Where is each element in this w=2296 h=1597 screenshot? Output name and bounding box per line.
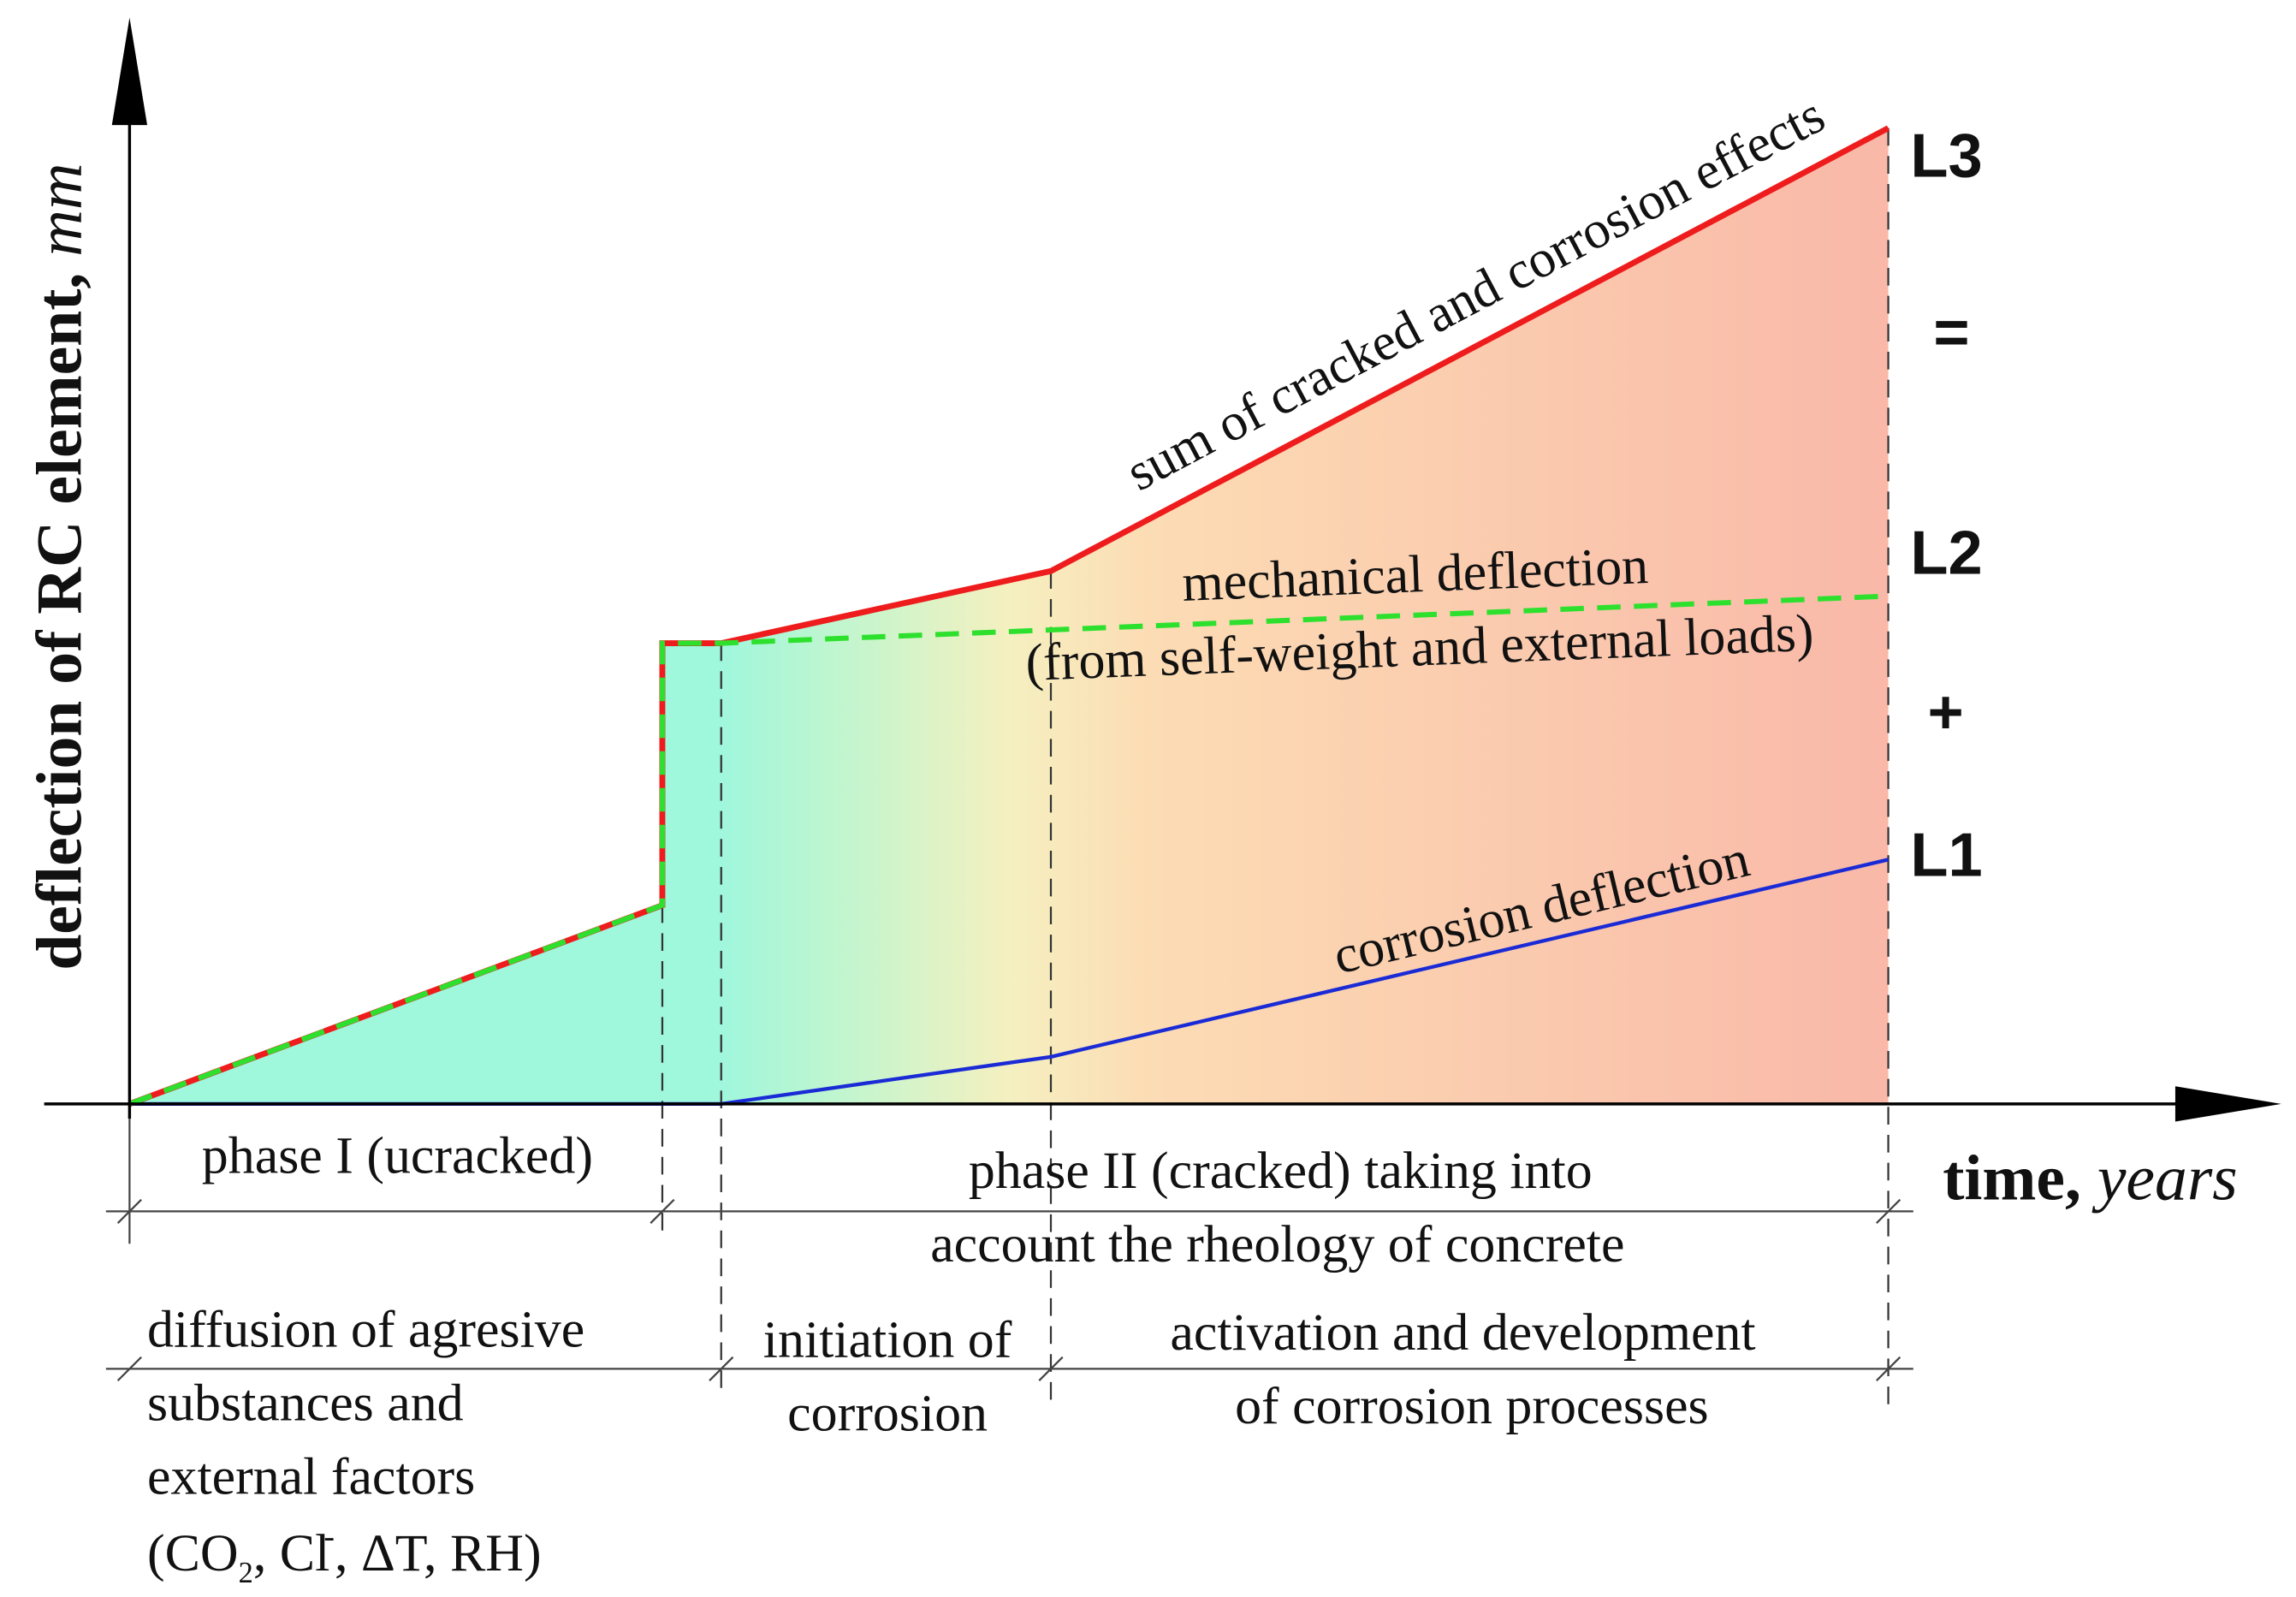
stage-label: activation and development	[1170, 1303, 1755, 1362]
x-axis-label: time, years	[1943, 1143, 2238, 1214]
formula-part: , Cl	[253, 1524, 329, 1582]
mechanical-curve	[128, 593, 1889, 1107]
stage-label: of corrosion processes	[1235, 1377, 1709, 1435]
phase-label: phase I (ucracked)	[202, 1127, 593, 1185]
phase-label: phase II (cracked) taking into	[969, 1142, 1593, 1200]
formula-sup: -	[323, 1519, 335, 1555]
dimension-line	[105, 1103, 1913, 1381]
y-axis-label: deflection of RC element, mm	[25, 163, 96, 970]
stage-label: initiation of	[763, 1311, 1012, 1369]
y-label: deflection of RC element,	[25, 273, 96, 971]
y-arrow	[111, 17, 148, 126]
x-label: time,	[1943, 1143, 2081, 1214]
level-sign: +	[1928, 678, 1964, 746]
level-label: L1	[1910, 821, 1982, 889]
x-unit: years	[2091, 1143, 2238, 1214]
phase-label: account the rheology of concrete	[930, 1215, 1624, 1273]
stage-label: substances and	[147, 1374, 464, 1433]
x-arrow	[2174, 1086, 2281, 1122]
stage-formula: (CO2, Cl-, ΔT, RH)	[147, 1519, 542, 1589]
stage-label: diffusion of agresive	[147, 1301, 584, 1359]
level-label: L2	[1910, 519, 1982, 588]
area-fill	[129, 128, 1889, 1104]
formula-part: (CO	[147, 1524, 239, 1582]
stage-label: corrosion	[787, 1385, 988, 1443]
y-unit: mm	[25, 163, 96, 256]
stage-label: external factors	[147, 1448, 475, 1506]
level-sign: =	[1933, 299, 1969, 367]
level-label: L3	[1910, 122, 1982, 190]
formula-sub: 2	[239, 1557, 253, 1589]
formula-part: , ΔT, RH)	[335, 1524, 542, 1582]
